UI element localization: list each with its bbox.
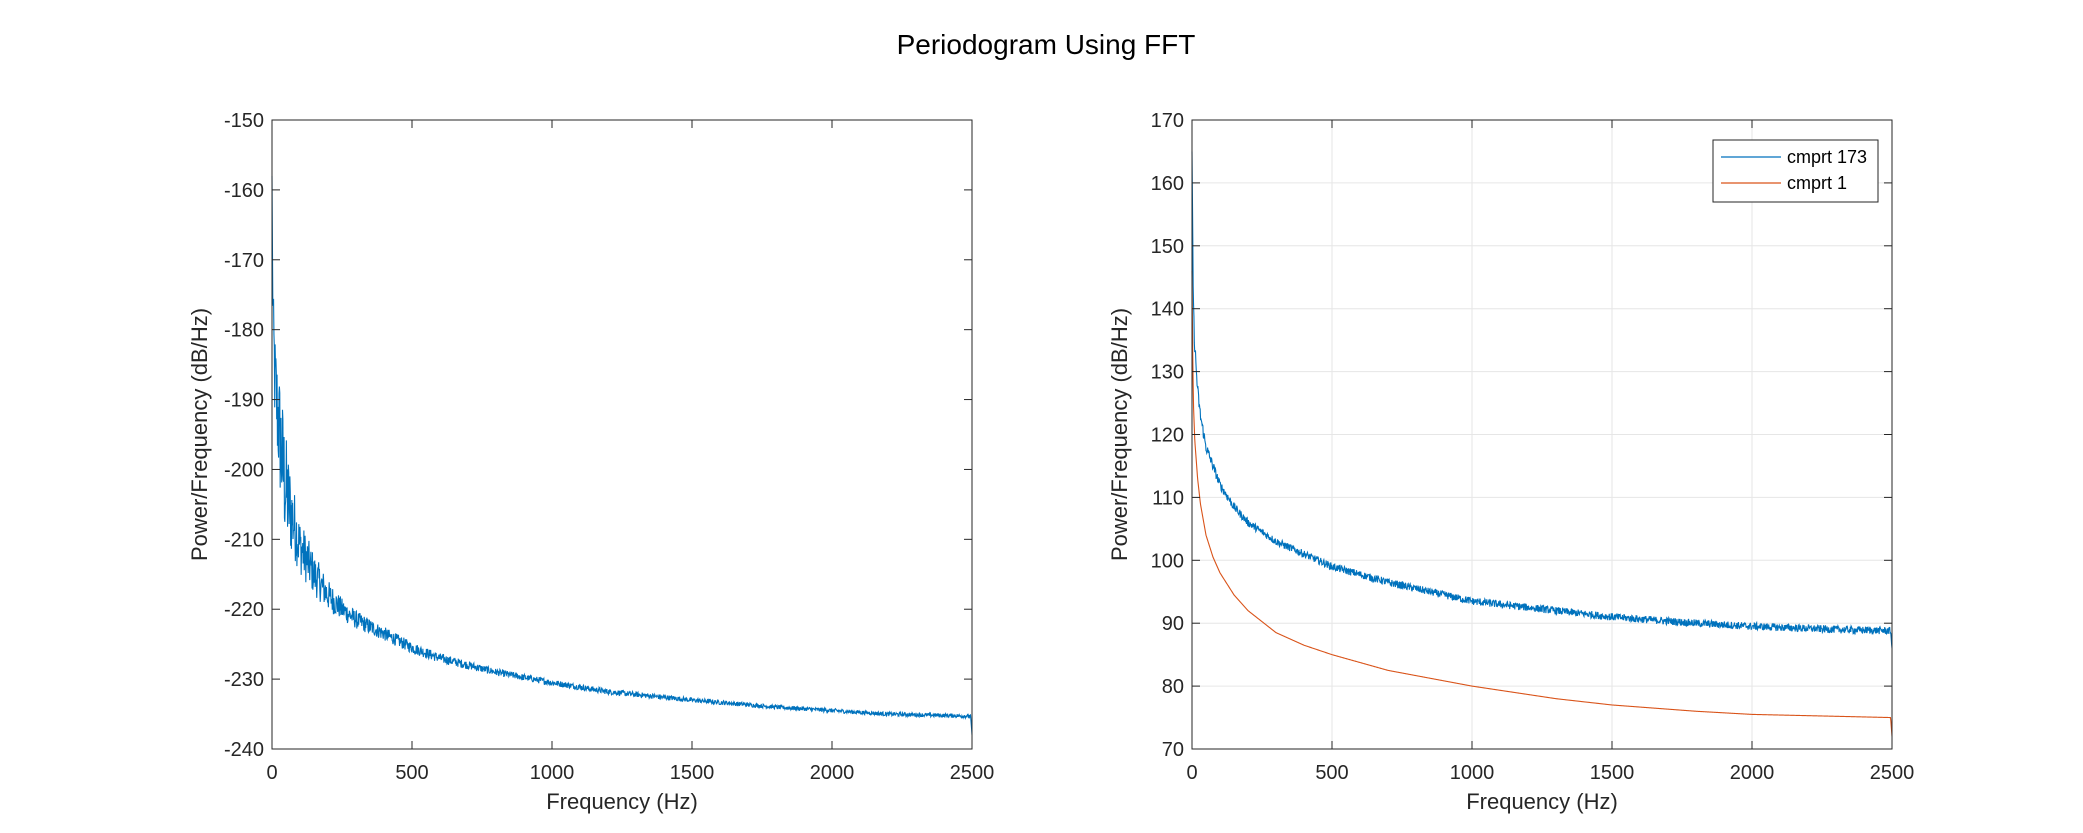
y-tick-label: 90 [1162, 613, 1184, 635]
y-tick-label: -210 [224, 529, 264, 551]
x-tick-label: 1000 [530, 762, 575, 784]
x-tick-label: 500 [1315, 762, 1348, 784]
y-tick-label: -190 [224, 390, 264, 412]
y-tick-label: 120 [1151, 425, 1184, 447]
figure-title: Periodogram Using FFT [897, 29, 1196, 60]
y-tick-label: 70 [1162, 739, 1184, 761]
right-plot: 0 500 1000 1500 2000 2500 70 80 90 100 110 120 130 14… [1107, 110, 1914, 814]
x-tick-label: 1500 [1590, 762, 1635, 784]
y-tick-label: -170 [224, 250, 264, 272]
x-tick-label: 500 [395, 762, 428, 784]
y-tick-label: -150 [224, 110, 264, 132]
y-tick-label: 130 [1151, 362, 1184, 384]
x-tick-label: 2000 [810, 762, 855, 784]
series-line-2 [1191, 270, 1893, 737]
y-tick-label: 170 [1151, 110, 1184, 132]
x-tick-label: 2000 [1730, 762, 1775, 784]
y-tick-label: -160 [224, 180, 264, 202]
y-tick-label: 140 [1151, 299, 1184, 321]
y-tick-label: -180 [224, 320, 264, 342]
y-tick-label: 160 [1151, 173, 1184, 195]
y-tick-label: -220 [224, 599, 264, 621]
legend-label: cmprt 173 [1787, 147, 1867, 167]
y-tick-label: 110 [1152, 487, 1184, 509]
left-plot: 0 500 1000 1500 2000 2500 -240 -230 -220 -210 -200… [187, 110, 994, 814]
y-axis-title: Power/Frequency (dB/Hz) [1107, 308, 1132, 561]
series-line-1 [1191, 151, 1893, 649]
x-axis-title: Frequency (Hz) [1466, 789, 1618, 814]
x-tick-label: 1000 [1450, 762, 1495, 784]
axes-box [271, 119, 973, 750]
x-tick-label: 2500 [1870, 762, 1915, 784]
legend-box [1712, 139, 1879, 203]
x-tick-label: 0 [1186, 762, 1197, 784]
y-tick-label: 100 [1151, 550, 1184, 572]
y-axis-title: Power/Frequency (dB/Hz) [187, 308, 212, 561]
legend: cmprt 173 cmprt 1 [1712, 139, 1879, 203]
legend-label: cmprt 1 [1787, 173, 1847, 193]
x-tick-label: 0 [266, 762, 277, 784]
x-axis-title: Frequency (Hz) [546, 789, 698, 814]
y-tick-label: -240 [224, 739, 264, 761]
x-tick-label: 1500 [670, 762, 715, 784]
series-group [1191, 151, 1893, 737]
x-tick-label: 2500 [950, 762, 995, 784]
y-tick-label: -200 [224, 459, 264, 481]
series-group [271, 175, 973, 736]
y-tick-label: 150 [1151, 236, 1184, 258]
series-line-1 [271, 175, 973, 736]
y-tick-label: 80 [1162, 676, 1184, 698]
y-tick-label: -230 [224, 669, 264, 691]
